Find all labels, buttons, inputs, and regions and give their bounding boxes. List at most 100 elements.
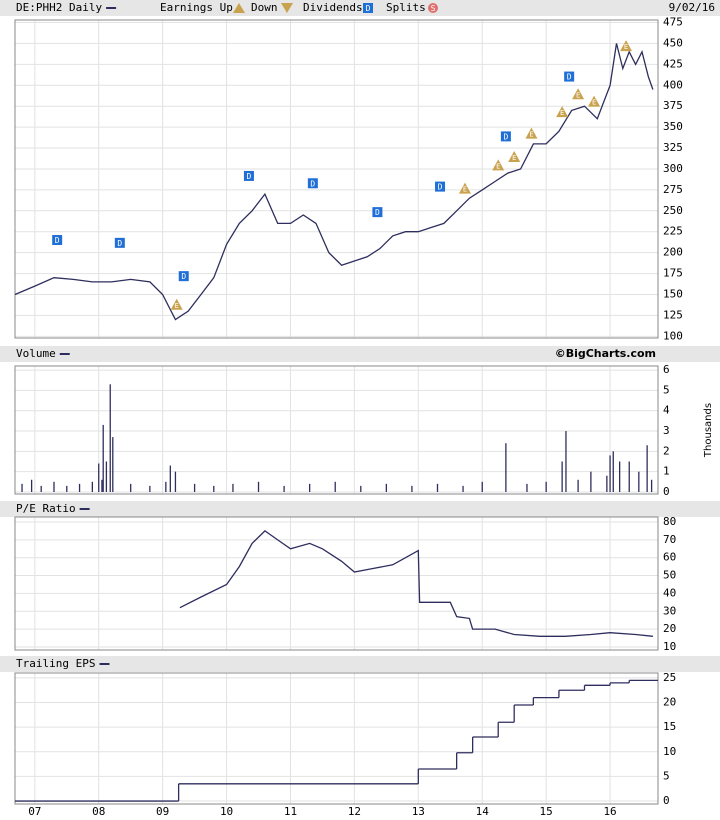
dividend-marker-text: D bbox=[438, 183, 443, 192]
plot-frame bbox=[14, 672, 659, 805]
y-tick-label: 450 bbox=[663, 36, 683, 49]
legend-icon-text: D bbox=[366, 4, 371, 13]
earnings-marker bbox=[170, 298, 183, 310]
legend-label: Splits bbox=[386, 1, 426, 14]
dividend-marker bbox=[564, 71, 575, 82]
y-tick-label: 100 bbox=[663, 329, 683, 342]
earnings-marker-text: E bbox=[175, 302, 179, 310]
x-tick-label: 08 bbox=[92, 805, 105, 818]
y-tick-label: 5 bbox=[663, 769, 670, 782]
y-tick-label: 275 bbox=[663, 183, 683, 196]
y-tick-label: 30 bbox=[663, 604, 676, 617]
dividend-marker-text: D bbox=[375, 208, 380, 217]
x-tick-label: 16 bbox=[603, 805, 616, 818]
dividend-marker-text: D bbox=[117, 239, 122, 248]
legend-label: Down bbox=[251, 1, 278, 14]
header-bar bbox=[0, 0, 720, 16]
credit: ©BigCharts.com bbox=[555, 347, 656, 360]
earnings-marker-text: E bbox=[496, 162, 500, 170]
earnings-marker bbox=[572, 88, 585, 100]
y-tick-label: 375 bbox=[663, 99, 683, 112]
y-tick-label: 5 bbox=[663, 383, 670, 396]
x-tick-label: 10 bbox=[220, 805, 233, 818]
date: 9/02/16 bbox=[669, 1, 715, 14]
y-tick-label: 150 bbox=[663, 287, 683, 300]
earnings-marker-text: E bbox=[624, 43, 628, 51]
panel-title: DE:PHH2 Daily bbox=[16, 1, 102, 14]
y-tick-label: 2 bbox=[663, 444, 670, 457]
dividend-marker-text: D bbox=[247, 172, 252, 181]
earnings-marker-text: E bbox=[512, 154, 516, 162]
y-tick-label: 25 bbox=[663, 671, 676, 684]
earnings-marker bbox=[556, 106, 569, 118]
x-tick-label: 14 bbox=[476, 805, 490, 818]
x-tick-label: 12 bbox=[348, 805, 361, 818]
dividend-marker-text: D bbox=[310, 179, 315, 188]
x-tick-label: 13 bbox=[412, 805, 425, 818]
y-tick-label: 0 bbox=[663, 485, 670, 498]
panel-title: P/E Ratio bbox=[16, 502, 76, 515]
earnings-marker bbox=[508, 151, 521, 163]
y-tick-label: 4 bbox=[663, 404, 670, 417]
dividend-marker-text: D bbox=[55, 236, 60, 245]
legend-icon bbox=[281, 3, 293, 13]
dividend-marker-text: D bbox=[181, 272, 186, 281]
header-bar bbox=[0, 656, 720, 672]
dividend-marker bbox=[307, 178, 318, 189]
price-line bbox=[179, 530, 653, 637]
dividend-marker bbox=[243, 170, 254, 181]
dividend-marker-text: D bbox=[503, 132, 508, 141]
x-tick-label: 09 bbox=[156, 805, 169, 818]
dividend-marker bbox=[500, 131, 511, 142]
header-bar bbox=[0, 501, 720, 517]
y-tick-label: 80 bbox=[663, 515, 676, 528]
y-tick-label: 350 bbox=[663, 120, 683, 133]
legend-icon bbox=[233, 3, 245, 13]
plot-frame bbox=[14, 365, 659, 495]
earnings-marker-text: E bbox=[463, 186, 467, 194]
y-tick-label: 50 bbox=[663, 569, 676, 582]
earnings-marker-text: E bbox=[529, 131, 533, 139]
y-tick-label: 475 bbox=[663, 16, 683, 29]
y-tick-label: 10 bbox=[663, 745, 676, 758]
y-tick-label: 15 bbox=[663, 720, 676, 733]
y-tick-label: 0 bbox=[663, 794, 670, 807]
dividend-marker bbox=[52, 235, 63, 246]
panel-title: Trailing EPS bbox=[16, 657, 95, 670]
y-axis-label: Thousands bbox=[703, 403, 714, 458]
earnings-marker bbox=[588, 95, 601, 107]
x-tick-label: 11 bbox=[284, 805, 297, 818]
plot-frame bbox=[14, 19, 659, 339]
dividend-marker bbox=[372, 207, 383, 218]
plot-frame bbox=[14, 516, 659, 651]
y-tick-label: 200 bbox=[663, 246, 683, 259]
y-tick-label: 125 bbox=[663, 308, 683, 321]
legend-icon bbox=[363, 3, 373, 13]
earnings-marker bbox=[492, 159, 505, 171]
y-tick-label: 250 bbox=[663, 204, 683, 217]
earnings-marker-text: E bbox=[560, 109, 564, 117]
legend-label: Earnings Up bbox=[160, 1, 233, 14]
y-tick-label: 6 bbox=[663, 363, 670, 376]
x-tick-label: 07 bbox=[28, 805, 41, 818]
earnings-marker-text: E bbox=[576, 91, 580, 99]
y-tick-label: 70 bbox=[663, 533, 676, 546]
earnings-marker bbox=[620, 40, 633, 52]
dividend-marker bbox=[178, 271, 189, 282]
earnings-marker-text: E bbox=[592, 99, 596, 107]
header-bar bbox=[0, 346, 720, 362]
y-tick-label: 60 bbox=[663, 551, 676, 564]
y-tick-label: 20 bbox=[663, 696, 676, 709]
earnings-marker bbox=[458, 182, 471, 194]
y-tick-label: 225 bbox=[663, 225, 683, 238]
dividend-marker bbox=[114, 237, 125, 248]
y-tick-label: 3 bbox=[663, 424, 670, 437]
price-line bbox=[14, 43, 654, 321]
y-tick-label: 325 bbox=[663, 141, 683, 154]
y-tick-label: 1 bbox=[663, 465, 670, 478]
y-tick-label: 425 bbox=[663, 57, 683, 70]
legend-icon-text: S bbox=[431, 4, 436, 13]
y-tick-label: 175 bbox=[663, 267, 683, 280]
x-tick-label: 15 bbox=[540, 805, 553, 818]
